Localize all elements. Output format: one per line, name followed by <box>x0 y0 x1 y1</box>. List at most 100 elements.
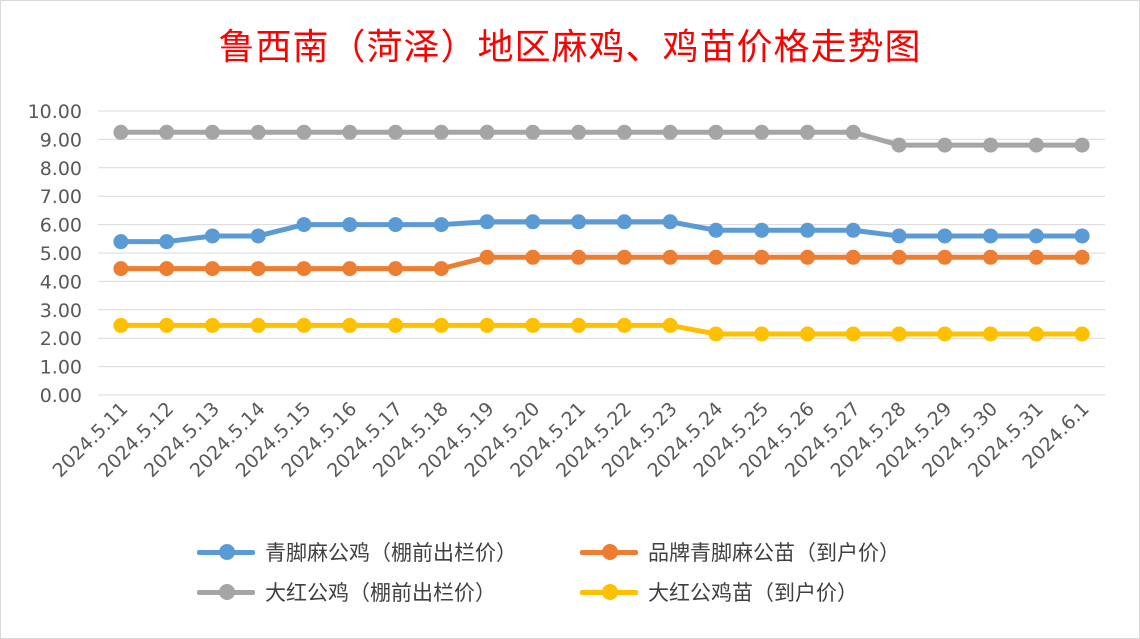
data-point <box>342 124 358 140</box>
data-point <box>937 228 953 244</box>
series-2 <box>113 249 1090 277</box>
data-point <box>388 317 404 333</box>
data-point <box>983 137 999 153</box>
data-point <box>845 249 861 265</box>
data-point <box>983 228 999 244</box>
data-point <box>616 214 632 230</box>
y-tick-label: 3.00 <box>40 300 82 322</box>
legend-swatch-series-3 <box>195 584 257 600</box>
legend-swatch-series-4 <box>578 584 640 600</box>
data-point <box>571 214 587 230</box>
y-tick-label: 0.00 <box>40 385 82 407</box>
series-lines <box>113 124 1090 342</box>
data-point <box>525 214 541 230</box>
y-tick-label: 4.00 <box>40 271 82 293</box>
gridlines <box>98 110 1105 396</box>
data-point <box>891 228 907 244</box>
data-point <box>250 228 266 244</box>
data-point <box>159 124 175 140</box>
data-point <box>296 217 312 233</box>
data-point <box>1028 137 1044 153</box>
data-point <box>159 317 175 333</box>
data-point <box>891 326 907 342</box>
y-axis-ticks: 0.00 1.00 2.00 3.00 4.00 5.00 6.00 7.00 8.00 9.00… <box>28 101 82 407</box>
data-point <box>708 249 724 265</box>
data-point <box>204 124 220 140</box>
data-point <box>937 326 953 342</box>
data-point <box>525 124 541 140</box>
data-point <box>616 124 632 140</box>
data-point <box>388 124 404 140</box>
y-tick-label: 1.00 <box>40 357 82 379</box>
data-point <box>113 317 129 333</box>
data-point <box>662 317 678 333</box>
y-tick-label: 2.00 <box>40 328 82 350</box>
data-point <box>525 249 541 265</box>
data-point <box>662 214 678 230</box>
y-tick-label: 10.00 <box>28 101 82 123</box>
data-point <box>616 249 632 265</box>
legend-item-series-4: 大红公鸡苗（到户价） <box>578 574 858 610</box>
legend-item-series-2: 品牌青脚麻公苗（到户价） <box>578 534 900 570</box>
data-point <box>113 124 129 140</box>
data-point <box>891 249 907 265</box>
data-point <box>754 222 770 238</box>
data-point <box>1074 326 1090 342</box>
data-point <box>433 261 449 277</box>
legend-item-series-1: 青脚麻公鸡（棚前出栏价） <box>195 534 517 570</box>
series-line-2 <box>118 254 1085 272</box>
data-point <box>250 124 266 140</box>
data-point <box>799 249 815 265</box>
series-line-3 <box>118 129 1085 148</box>
data-point <box>342 317 358 333</box>
data-point <box>1074 228 1090 244</box>
data-point <box>754 249 770 265</box>
data-point <box>1074 137 1090 153</box>
data-point <box>433 317 449 333</box>
legend-label-series-3: 大红公鸡（棚前出栏价） <box>265 581 496 605</box>
legend-swatch-series-1 <box>195 544 257 560</box>
data-point <box>296 124 312 140</box>
data-point <box>159 261 175 277</box>
data-point <box>388 217 404 233</box>
data-point <box>754 124 770 140</box>
data-point <box>388 261 404 277</box>
series-3 <box>113 124 1090 153</box>
data-point <box>479 214 495 230</box>
data-point <box>937 137 953 153</box>
data-point <box>113 234 129 250</box>
series-1 <box>113 214 1090 250</box>
data-point <box>708 124 724 140</box>
legend-label-series-1: 青脚麻公鸡（棚前出栏价） <box>265 541 517 565</box>
data-point <box>1028 249 1044 265</box>
data-point <box>433 217 449 233</box>
data-point <box>799 124 815 140</box>
data-point <box>845 222 861 238</box>
data-point <box>296 261 312 277</box>
x-axis-ticks: 2024.5.112024.5.122024.5.132024.5.142024… <box>48 398 1093 482</box>
legend-item-series-3: 大红公鸡（棚前出栏价） <box>195 574 496 610</box>
data-point <box>983 326 999 342</box>
data-point <box>845 124 861 140</box>
data-point <box>250 261 266 277</box>
data-point <box>616 317 632 333</box>
data-point <box>662 249 678 265</box>
data-point <box>204 317 220 333</box>
data-point <box>571 317 587 333</box>
data-point <box>708 326 724 342</box>
y-tick-label: 9.00 <box>40 129 82 151</box>
data-point <box>708 222 724 238</box>
data-point <box>1074 249 1090 265</box>
data-point <box>433 124 449 140</box>
y-tick-label: 7.00 <box>40 186 82 208</box>
data-point <box>479 317 495 333</box>
data-point <box>571 249 587 265</box>
legend-swatch-series-2 <box>578 544 640 560</box>
data-point <box>754 326 770 342</box>
data-point <box>799 326 815 342</box>
series-line-4 <box>118 322 1085 337</box>
y-tick-label: 8.00 <box>40 158 82 180</box>
data-point <box>204 261 220 277</box>
